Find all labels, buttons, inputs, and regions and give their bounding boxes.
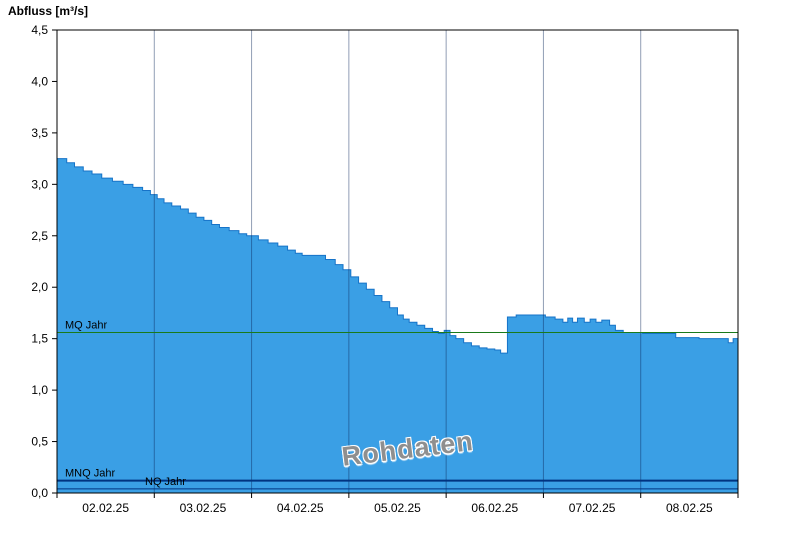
x-tick-label: 02.02.25	[82, 501, 129, 515]
plot-border	[56, 29, 739, 494]
y-tick-label: 1,5	[31, 332, 48, 346]
y-tick-label: 3,0	[31, 177, 48, 191]
y-tick-label: 2,0	[31, 280, 48, 294]
y-tick-label: 0,5	[31, 435, 48, 449]
y-tick-label: 2,5	[31, 229, 48, 243]
reference-label-mq-jahr: MQ Jahr	[65, 319, 108, 331]
x-tick-label: 08.02.25	[666, 501, 713, 515]
y-tick-label: 1,0	[31, 383, 48, 397]
y-tick-label: 4,5	[31, 23, 48, 37]
x-tick-label: 06.02.25	[471, 501, 518, 515]
x-tick-label: 05.02.25	[374, 501, 421, 515]
y-axis-title: Abfluss [m³/s]	[8, 4, 89, 18]
x-tick-label: 07.02.25	[569, 501, 616, 515]
reference-label-mnq-jahr: MNQ Jahr	[65, 468, 115, 480]
discharge-area-series	[57, 158, 738, 493]
y-tick-label: 4,0	[31, 74, 48, 88]
discharge-step-line	[57, 158, 738, 354]
x-tick-label: 04.02.25	[277, 501, 324, 515]
reference-label-nq-jahr: NQ Jahr	[145, 476, 186, 488]
x-tick-label: 03.02.25	[180, 501, 227, 515]
y-tick-label: 0,0	[31, 486, 48, 500]
y-tick-label: 3,5	[31, 126, 48, 140]
